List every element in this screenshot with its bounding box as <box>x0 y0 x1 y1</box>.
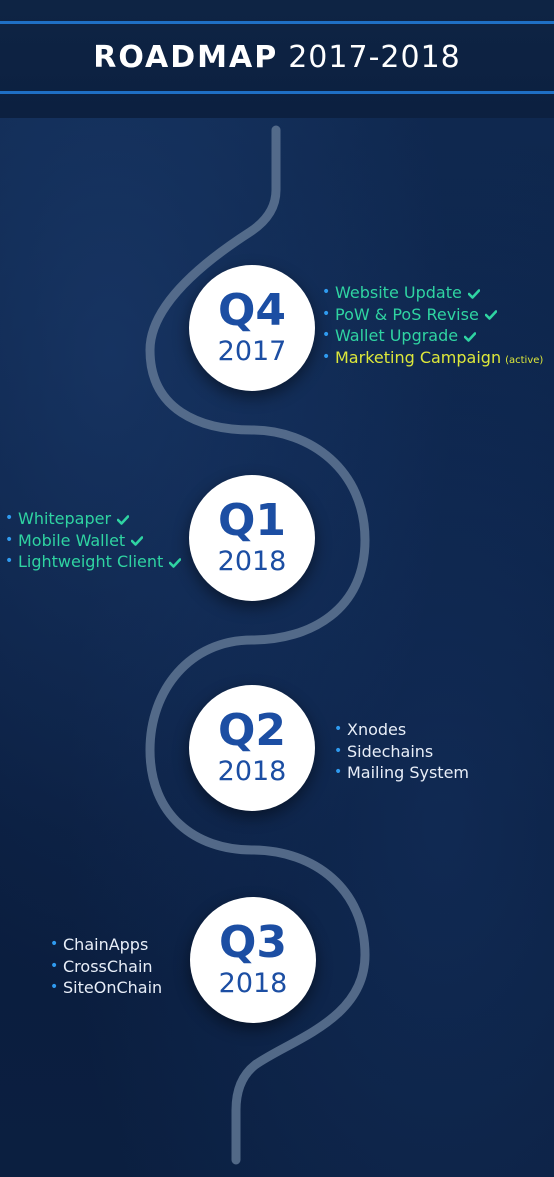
item-label: Marketing Campaign <box>335 347 502 367</box>
item-label: Mobile Wallet <box>18 530 126 550</box>
check-icon <box>467 288 480 299</box>
bullet-icon: • <box>334 764 343 780</box>
bullet-icon: • <box>50 957 59 974</box>
list-item: • SiteOnChain <box>50 977 162 999</box>
list-item: • Whitepaper <box>5 508 181 530</box>
check-icon <box>131 536 144 546</box>
list-item: • Sidechains <box>334 741 469 763</box>
list-item: • Mobile Wallet <box>5 530 181 552</box>
milestone-badge-q1-2018: Q1 2018 <box>189 475 315 601</box>
check-icon <box>169 557 182 568</box>
bullet-icon: • <box>322 305 331 322</box>
header-top-rule <box>0 21 554 24</box>
milestone-items-q2-2018: • Xnodes • Sidechains • Mailing System <box>334 719 469 784</box>
milestone-quarter: Q4 <box>217 285 287 336</box>
list-item: • PoW & PoS Revise <box>322 304 543 326</box>
bullet-icon: • <box>50 936 59 952</box>
bullet-icon: • <box>50 979 59 995</box>
bullet-icon: • <box>5 553 14 569</box>
list-item: • Wallet Upgrade <box>322 325 543 347</box>
milestone-year: 2018 <box>217 756 287 787</box>
header-bottom-rule <box>0 91 554 94</box>
milestone-badge-q3-2018: Q3 2018 <box>190 897 316 1023</box>
list-item: • Xnodes <box>334 719 469 741</box>
milestone-year: 2017 <box>217 336 287 367</box>
item-label: PoW & PoS Revise <box>335 304 479 324</box>
bullet-icon: • <box>334 742 343 759</box>
list-item: • CrossChain <box>50 956 162 978</box>
bullet-icon: • <box>322 284 331 300</box>
active-status-note: (active) <box>505 354 544 366</box>
item-label: Website Update <box>335 283 462 302</box>
milestone-quarter: Q2 <box>217 705 287 756</box>
list-item: • ChainApps <box>50 934 162 956</box>
item-label: Xnodes <box>347 720 407 739</box>
milestone-badge-q2-2018: Q2 2018 <box>189 685 315 811</box>
page-title-main: ROADMAP <box>93 40 279 75</box>
check-icon <box>484 310 497 320</box>
list-item: • Marketing Campaign (active) <box>322 347 543 369</box>
milestone-items-q3-2018: • ChainApps • CrossChain • SiteOnChain <box>50 934 162 999</box>
item-label: Wallet Upgrade <box>335 326 459 345</box>
check-icon <box>117 514 130 525</box>
bullet-icon: • <box>334 721 343 737</box>
list-item: • Mailing System <box>334 762 469 784</box>
item-label: CrossChain <box>63 956 153 976</box>
bullet-icon: • <box>322 327 331 343</box>
milestone-quarter: Q3 <box>218 917 288 968</box>
item-label: ChainApps <box>63 935 149 954</box>
timeline-path-line <box>145 125 370 1165</box>
milestone-items-q4-2017: • Website Update • PoW & PoS Revise • Walle… <box>322 282 543 368</box>
page-title-years: 2017-2018 <box>288 40 461 75</box>
item-label: Whitepaper <box>18 509 112 528</box>
bullet-icon: • <box>322 348 331 365</box>
milestone-year: 2018 <box>217 546 287 577</box>
milestone-items-q1-2018: • Whitepaper • Mobile Wallet • Lightweight … <box>5 508 182 573</box>
list-item: • Website Update <box>322 282 543 304</box>
milestone-year: 2018 <box>218 968 288 999</box>
page-title: ROADMAP 2017-2018 <box>0 40 554 76</box>
list-item: • Lightweight Client <box>5 551 182 573</box>
bullet-icon: • <box>5 531 14 548</box>
item-label: Sidechains <box>347 741 434 761</box>
item-label: Mailing System <box>347 763 469 782</box>
check-icon <box>464 331 477 342</box>
milestone-quarter: Q1 <box>217 495 287 546</box>
header-bar: ROADMAP 2017-2018 <box>0 0 554 118</box>
item-label: Lightweight Client <box>18 552 164 571</box>
milestone-badge-q4-2017: Q4 2017 <box>189 265 315 391</box>
item-label: SiteOnChain <box>63 978 163 997</box>
bullet-icon: • <box>5 510 14 526</box>
